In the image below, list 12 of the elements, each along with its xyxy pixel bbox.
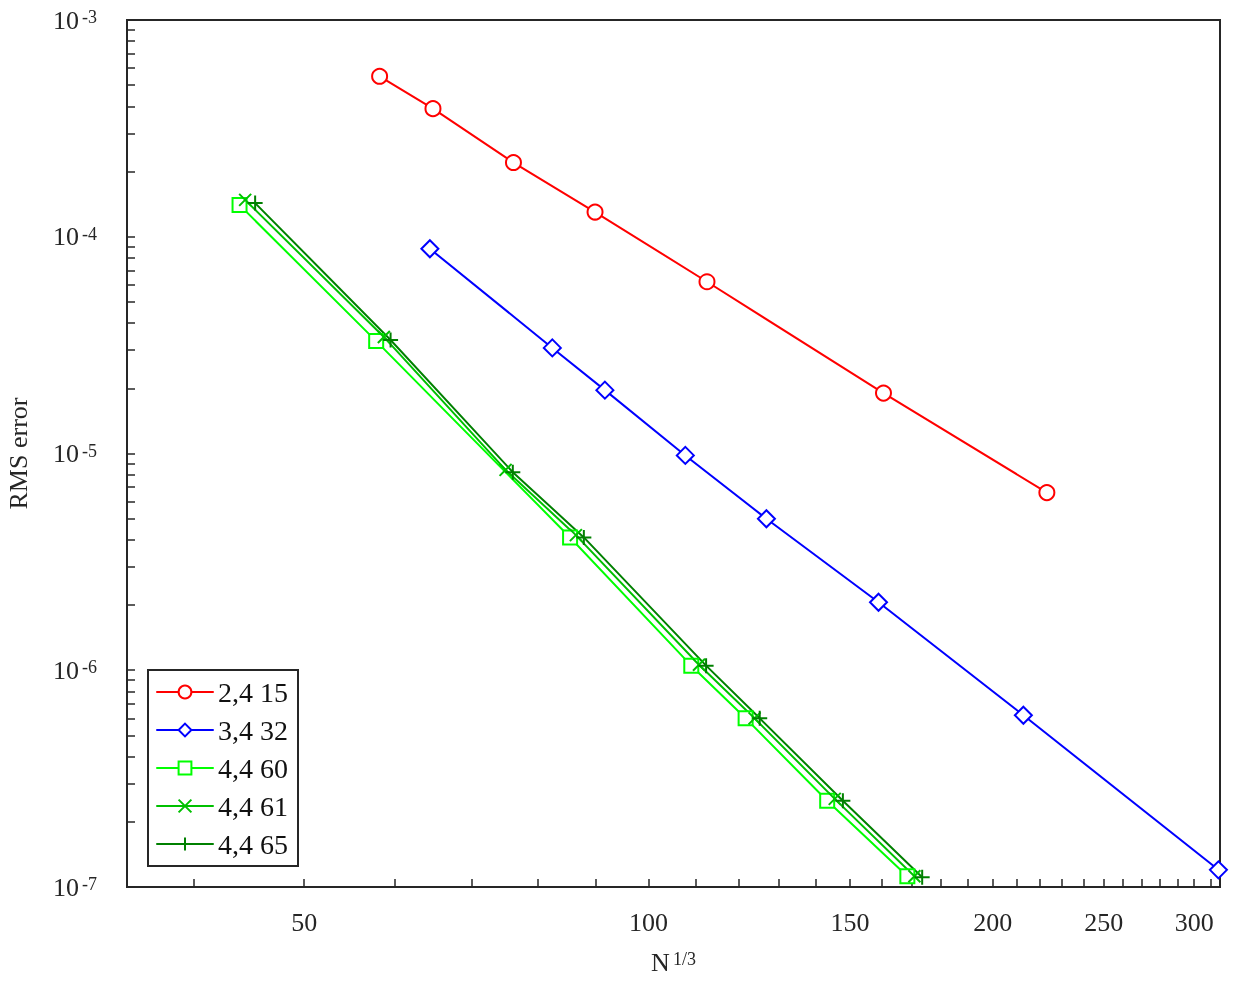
- x-tick-label: 50: [291, 907, 318, 937]
- x-tick-label: 100: [628, 907, 668, 937]
- y-axis-title: RMS error: [3, 397, 33, 510]
- x-tick-label: 150: [830, 907, 870, 937]
- x-tick-label: 300: [1174, 907, 1214, 937]
- x-tick-label: 200: [973, 907, 1013, 937]
- legend-label: 4,4 60: [218, 752, 288, 784]
- legend-label: 2,4 15: [218, 676, 288, 708]
- legend-label: 3,4 32: [218, 714, 288, 746]
- x-tick-label: 250: [1084, 907, 1124, 937]
- legend-label: 4,4 61: [218, 790, 288, 822]
- legend-label: 4,4 65: [218, 828, 288, 860]
